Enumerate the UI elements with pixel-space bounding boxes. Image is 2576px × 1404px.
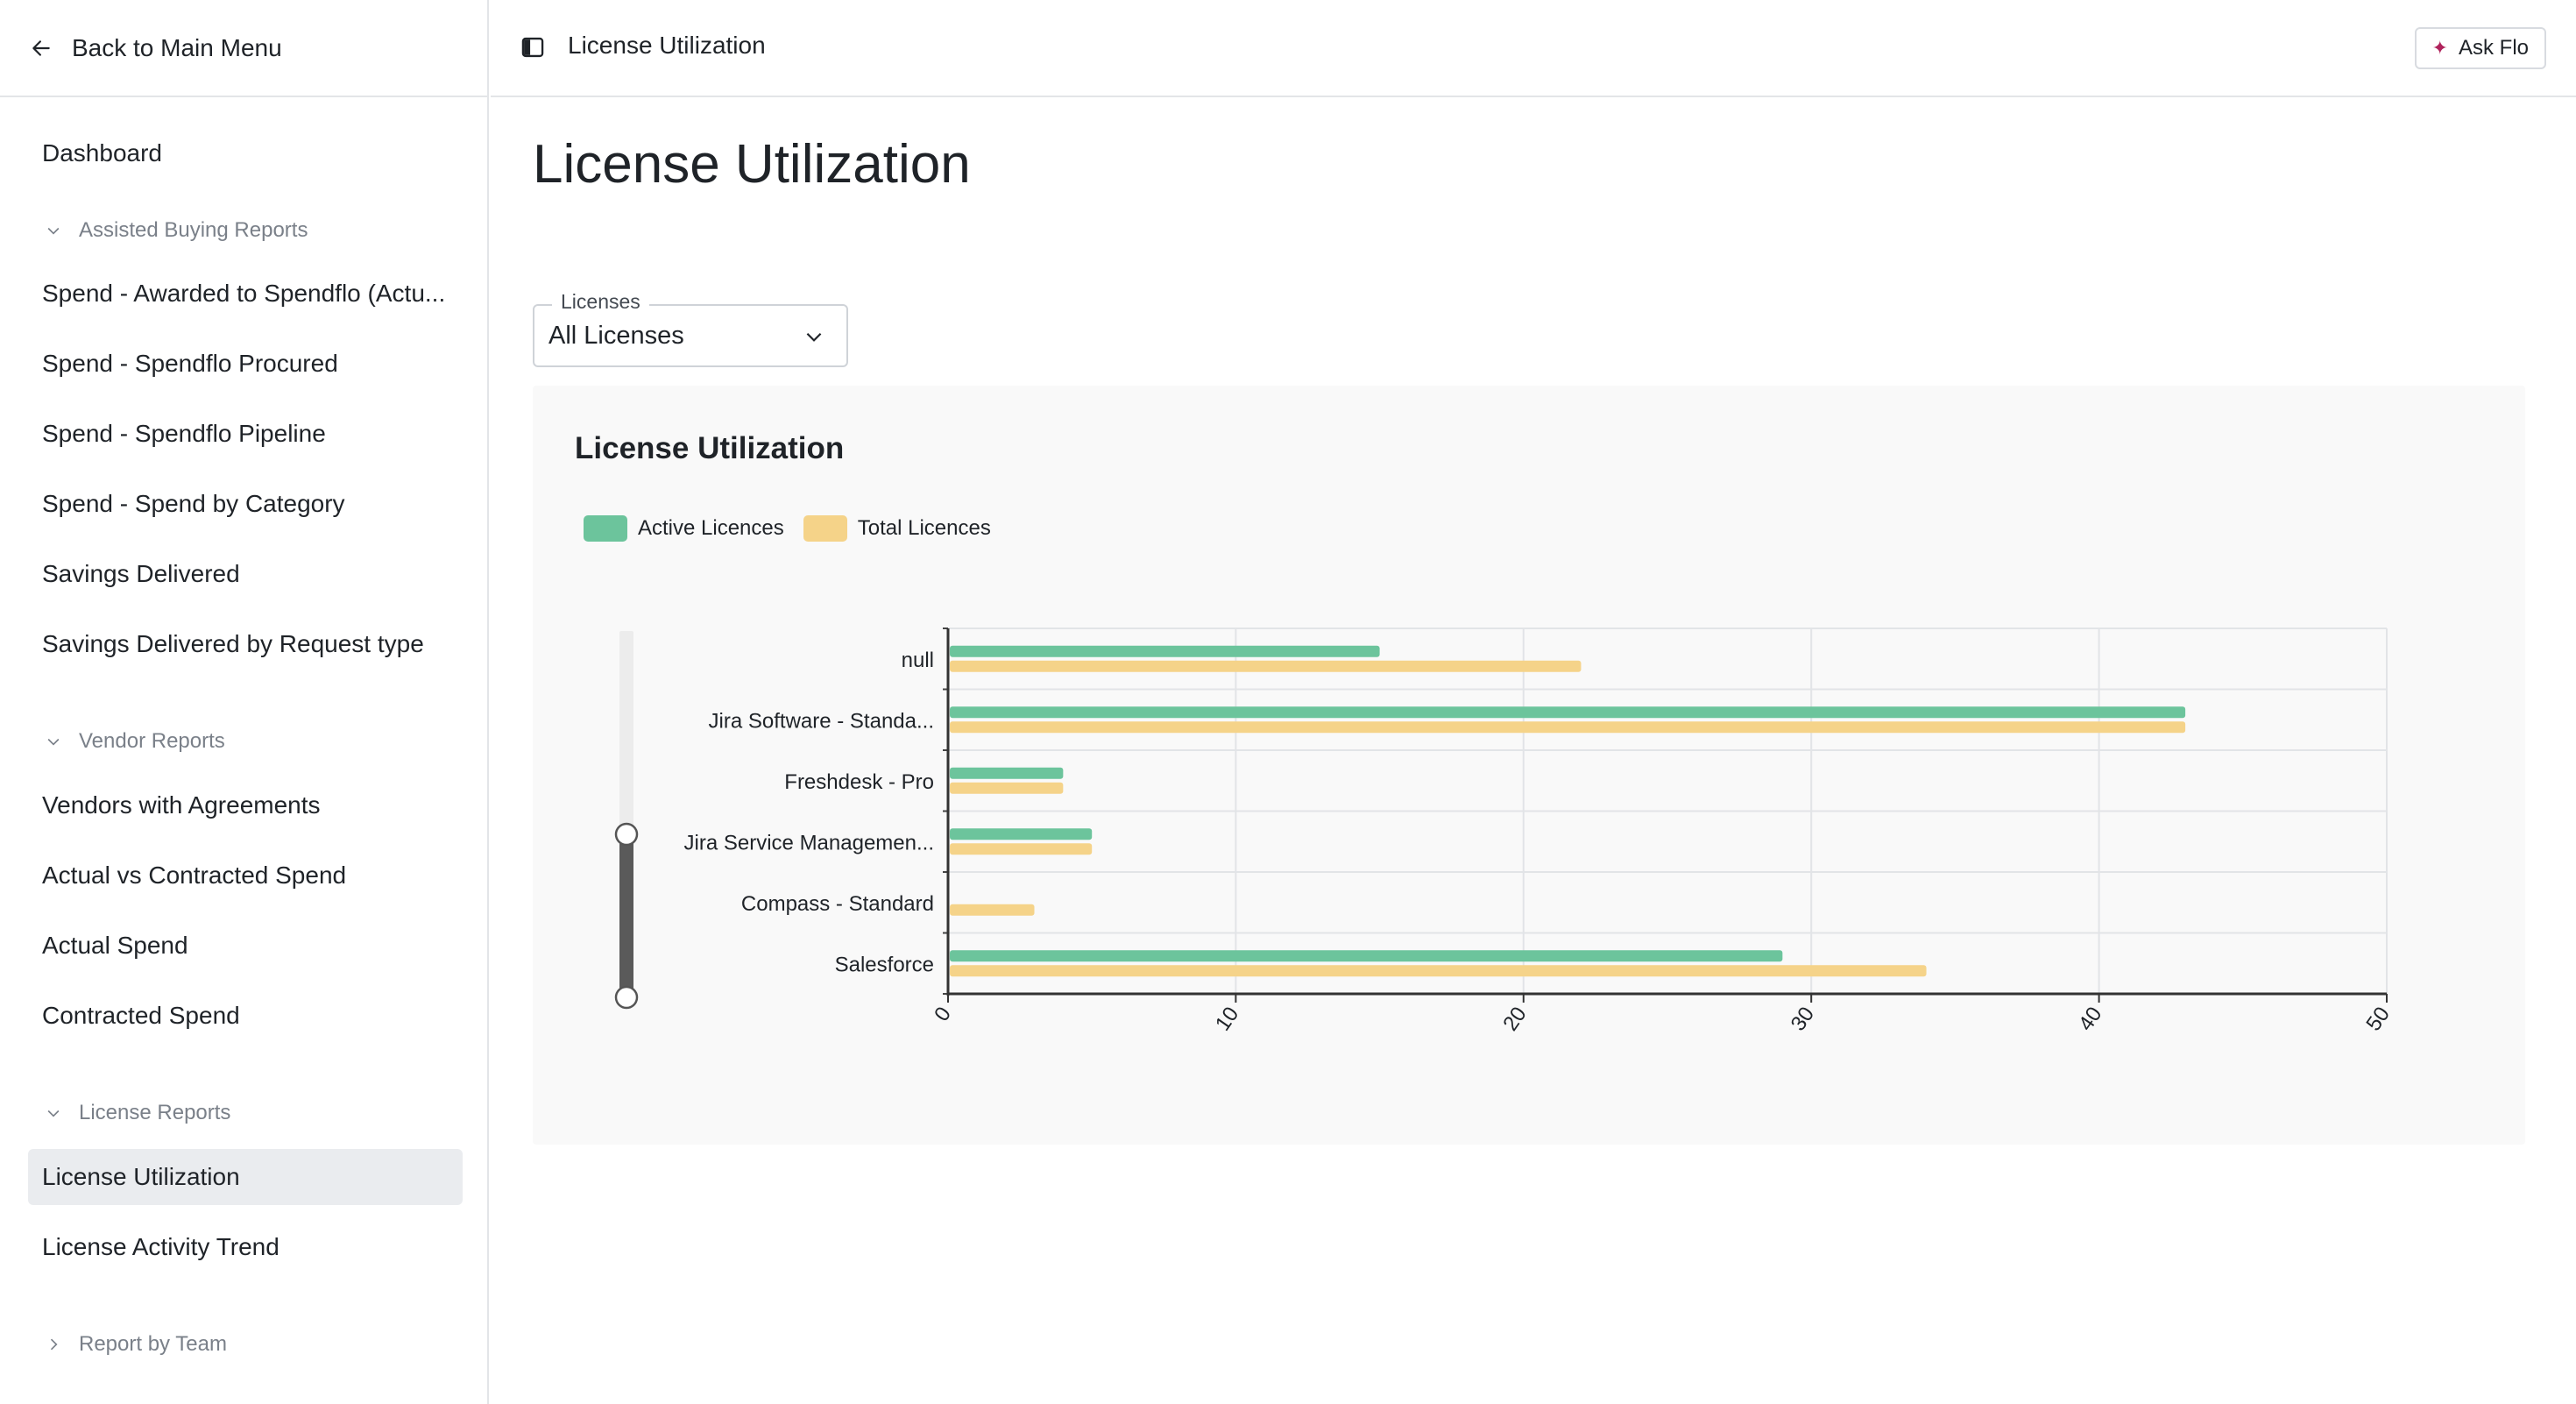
sidebar-item-spend-pipeline[interactable]: Spend - Spendflo Pipeline — [28, 406, 463, 462]
x-tick-label: 20 — [1498, 1003, 1531, 1035]
sidebar-item-label: Savings Delivered — [42, 560, 240, 587]
sidebar-group-assisted-buying[interactable]: Assisted Buying Reports — [44, 213, 308, 248]
sidebar-item-label: Contracted Spend — [42, 1002, 240, 1029]
chart-card: License Utilization Active Licences Tota… — [533, 386, 2525, 1145]
sidebar-item-spend-procured[interactable]: Spend - Spendflo Procured — [28, 336, 463, 392]
bar-active-licences — [950, 767, 1064, 779]
sidebar-toggle-icon[interactable] — [520, 35, 545, 60]
sidebar-item-label: Vendors with Agreements — [42, 791, 321, 819]
sidebar-item-dashboard[interactable]: Dashboard — [28, 125, 463, 181]
bar-active-licences — [950, 828, 1093, 840]
licenses-select-value: All Licenses — [548, 322, 684, 350]
ask-flo-label: Ask Flo — [2458, 36, 2529, 60]
sidebar-item-actual-spend[interactable]: Actual Spend — [28, 918, 463, 974]
bar-total-licences — [950, 843, 1093, 855]
arrow-left-icon — [28, 35, 54, 61]
zoom-slider-handle-top[interactable] — [614, 822, 639, 847]
x-tick-label: 50 — [2361, 1003, 2394, 1035]
legend-swatch-total — [803, 515, 847, 542]
x-tick-label: 0 — [930, 1003, 956, 1025]
legend-item-total[interactable]: Total Licences — [803, 515, 991, 542]
sidebar-item-label: Spend - Spendflo Procured — [42, 350, 338, 377]
chevron-down-icon — [44, 221, 63, 240]
top-bar: License Utilization ✦ Ask Flo — [491, 0, 2576, 97]
y-tick-label: Compass - Standard — [741, 892, 934, 916]
sidebar: Back to Main Menu Dashboard Assisted Buy… — [0, 0, 489, 1404]
sidebar-group-label: Report by Team — [79, 1332, 227, 1356]
sidebar-item-spend-awarded[interactable]: Spend - Awarded to Spendflo (Actu... — [28, 266, 463, 322]
sidebar-item-label: Actual Spend — [42, 932, 188, 959]
sidebar-item-savings-request-type[interactable]: Savings Delivered by Request type — [28, 616, 463, 672]
bar-active-licences — [950, 706, 2186, 719]
chevron-right-icon — [44, 1335, 63, 1354]
y-tick-label: Jira Service Managemen... — [684, 831, 934, 854]
bar-total-licences — [950, 904, 1035, 916]
sidebar-group-license-reports[interactable]: License Reports — [44, 1096, 230, 1131]
zoom-slider-range[interactable] — [619, 834, 633, 997]
chevron-down-icon — [44, 1103, 63, 1123]
sidebar-item-actual-vs-contracted[interactable]: Actual vs Contracted Spend — [28, 847, 463, 904]
licenses-select[interactable]: Licenses All Licenses — [533, 290, 848, 367]
chart-legend: Active Licences Total Licences — [584, 515, 1010, 542]
sidebar-group-label: Assisted Buying Reports — [79, 218, 308, 242]
sparkle-icon: ✦ — [2431, 37, 2448, 59]
legend-label-active: Active Licences — [638, 516, 784, 540]
sidebar-group-label: Vendor Reports — [79, 729, 225, 753]
licenses-select-label: Licenses — [552, 290, 649, 314]
back-label: Back to Main Menu — [72, 33, 282, 61]
sidebar-item-license-activity-trend[interactable]: License Activity Trend — [28, 1219, 463, 1275]
sidebar-item-contracted-spend[interactable]: Contracted Spend — [28, 988, 463, 1044]
sidebar-item-vendors-agreements[interactable]: Vendors with Agreements — [28, 777, 463, 833]
sidebar-item-savings-delivered[interactable]: Savings Delivered — [28, 546, 463, 602]
sidebar-item-label: Actual vs Contracted Spend — [42, 862, 347, 889]
y-tick-label: Salesforce — [835, 953, 934, 976]
legend-label-total: Total Licences — [857, 516, 991, 540]
legend-swatch-active — [584, 515, 627, 542]
back-to-main-menu-button[interactable]: Back to Main Menu — [0, 0, 487, 97]
sidebar-item-license-utilization[interactable]: License Utilization — [28, 1149, 463, 1205]
x-tick-label: 30 — [1787, 1003, 1819, 1035]
chart-title: License Utilization — [575, 431, 845, 465]
bar-total-licences — [950, 965, 1927, 977]
legend-item-active[interactable]: Active Licences — [584, 515, 784, 542]
sidebar-item-spend-category[interactable]: Spend - Spend by Category — [28, 476, 463, 532]
sidebar-item-label: Spend - Spendflo Pipeline — [42, 420, 326, 447]
sidebar-item-label: License Utilization — [42, 1163, 240, 1190]
y-tick-label: null — [902, 649, 934, 672]
zoom-slider-handle-bottom[interactable] — [614, 985, 639, 1010]
sidebar-item-label: Spend - Awarded to Spendflo (Actu... — [42, 280, 446, 307]
sidebar-group-vendor-reports[interactable]: Vendor Reports — [44, 724, 225, 759]
y-tick-label: Jira Software - Standa... — [709, 709, 934, 733]
y-tick-label: Freshdesk - Pro — [784, 770, 934, 794]
page-title: License Utilization — [533, 134, 971, 195]
sidebar-item-label: Dashboard — [42, 139, 162, 167]
breadcrumb: License Utilization — [568, 32, 766, 59]
bar-active-licences — [950, 645, 1380, 657]
bar-total-licences — [950, 660, 1582, 672]
x-tick-label: 40 — [2074, 1003, 2106, 1035]
chevron-down-icon — [44, 732, 63, 751]
license-utilization-chart: null Jira Software - Standa... Freshdesk -… — [614, 628, 2395, 1035]
sidebar-item-label: License Activity Trend — [42, 1233, 280, 1260]
sidebar-group-label: License Reports — [79, 1101, 231, 1124]
x-tick-label: 10 — [1211, 1003, 1243, 1035]
sidebar-group-report-by-team[interactable]: Report by Team — [44, 1327, 227, 1362]
bar-active-licences — [950, 950, 1783, 962]
sidebar-item-label: Spend - Spend by Category — [42, 490, 345, 517]
bar-total-licences — [950, 782, 1064, 794]
bar-total-licences — [950, 721, 2186, 734]
ask-flo-button[interactable]: ✦ Ask Flo — [2414, 27, 2546, 69]
chevron-down-icon — [803, 325, 825, 348]
sidebar-item-label: Savings Delivered by Request type — [42, 630, 424, 657]
